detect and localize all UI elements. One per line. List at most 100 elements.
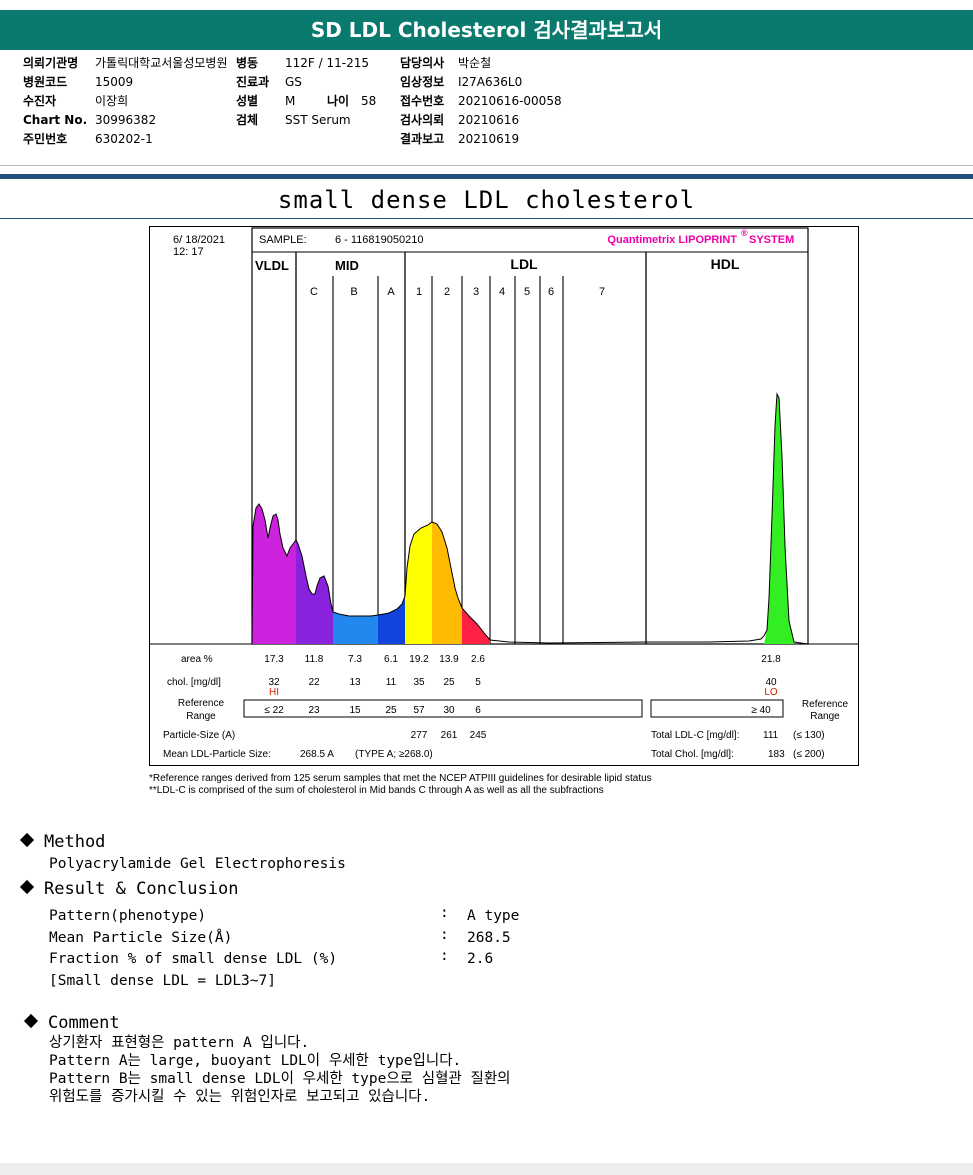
comment-line-4: 위험도를 증가시킬 수 있는 위험인자로 보고되고 있습니다. (49, 1089, 431, 1105)
sample-id: 6 - 116819050210 (335, 234, 424, 246)
ref-row-label-2: Range (186, 711, 216, 722)
report-date-value: 20210619 (458, 132, 520, 146)
chol-hdl-value: 40 (765, 677, 777, 688)
comment-heading: Comment (48, 1013, 120, 1033)
value-rows: 17.3 11.8 7.3 6.1 19.2 13.9 2.6 32 22 13 11 35 25 5 ≤ … (264, 654, 781, 741)
group-ldl: LDL (510, 256, 538, 272)
hospital-code-value: 15009 (95, 75, 134, 89)
group-vldl: VLDL (255, 258, 289, 273)
ref-hdl-value: ≥ 40 (751, 705, 771, 716)
area-value: 2.6 (471, 654, 485, 665)
method-heading: Method (44, 832, 106, 852)
result-values: A type 268.5 2.6 (467, 906, 519, 971)
department-value: GS (285, 75, 302, 89)
specimen-value: SST Serum (285, 113, 351, 127)
comment-text: 상기환자 표현형은 pattern A 입니다. Pattern A는 large… (49, 1034, 511, 1106)
sex-value: M (285, 94, 296, 108)
age-value: 58 (361, 94, 377, 108)
ref-right-label-2: Range (810, 711, 840, 722)
ref-value: 6 (475, 705, 481, 716)
brand-suffix: SYSTEM (749, 234, 794, 246)
area-value: 7.3 (348, 654, 362, 665)
chol-value: 22 (308, 677, 320, 688)
total-ldl-value: 111 (763, 730, 779, 741)
brand-name: Quantimetrix LIPOPRINT (607, 234, 737, 246)
info-col2: 병동 112F / 11-215 진료과 GS 성별 M 나이 58 검체 SST Seru… (236, 54, 376, 130)
method-text: Polyacrylamide Gel Electrophoresis (49, 856, 346, 872)
request-date-label: 검사의뢰 (400, 113, 445, 127)
specimen-label: 검체 (236, 113, 259, 127)
chart-no-value: 30996382 (95, 113, 157, 127)
lo-flag: LO (764, 687, 778, 698)
hospital-value: 가톨릭대학교서울성모병원 (95, 56, 228, 70)
band-label-5: 5 (524, 286, 530, 298)
clinical-info-value: I27A636L0 (458, 75, 523, 89)
comment-line-3: Pattern B는 small dense LDL이 우세한 type으로 심… (49, 1071, 511, 1087)
result-value-mean-size: 268.5 (467, 929, 511, 946)
footnote-1: *Reference ranges derived from 125 serum… (149, 773, 652, 784)
comment-line-2: Pattern A는 large, buoyant LDL이 우세한 type입… (49, 1053, 462, 1069)
divider-thin (0, 218, 973, 219)
info-col1: 의뢰기관명 가톨릭대학교서울성모병원 병원코드 15009 수진자 이장희 Chart… (23, 54, 227, 149)
result-heading: Result & Conclusion (44, 879, 239, 899)
particle-size-value: 261 (441, 730, 458, 741)
result-note: [Small dense LDL = LDL3~7] (49, 972, 276, 989)
peak-fill (333, 612, 378, 644)
hospital-label: 의뢰기관명 (23, 56, 79, 70)
area-hdl-value: 21.8 (761, 654, 781, 665)
hospital-code-label: 병원코드 (23, 75, 68, 89)
ref-value: 25 (385, 705, 397, 716)
band-label-6: 6 (548, 286, 554, 298)
electropherogram (251, 392, 809, 645)
method-heading-row: Method (19, 832, 106, 852)
doctor-label: 담당의사 (400, 56, 445, 70)
area-value: 6.1 (384, 654, 398, 665)
band-label-C: C (310, 286, 318, 298)
band-label-A: A (387, 286, 395, 298)
band-label-7: 7 (599, 286, 605, 298)
chol-value: 5 (475, 677, 481, 688)
ward-label: 병동 (236, 56, 259, 70)
accession-label: 접수번호 (400, 94, 445, 108)
info-col3: 담당의사 박순철 임상정보 I27A636L0 접수번호 20210616-00058… (400, 54, 562, 149)
report-date-label: 결과보고 (400, 132, 445, 146)
band-label-1: 1 (416, 286, 422, 298)
total-ldl-label: Total LDL-C [mg/dl]: (651, 730, 739, 741)
chart-no-label: Chart No. (23, 113, 88, 127)
brand-mark: ® (741, 228, 748, 238)
comment-line-1: 상기환자 표현형은 pattern A 입니다. (49, 1035, 310, 1051)
total-chol-label: Total Chol. [mg/dl]: (651, 749, 734, 760)
lipoprint-report: 6/ 18/2021 12: 17 SAMPLE: 6 - 1168190502… (149, 226, 859, 766)
report-time: 12: 17 (173, 246, 204, 258)
chol-value: 13 (349, 677, 361, 688)
ward-value: 112F / 11-215 (285, 56, 369, 70)
resident-no-label: 주민번호 (23, 132, 68, 146)
clinical-info-label: 임상정보 (400, 75, 445, 89)
diamond-bullet-icon (19, 879, 35, 895)
total-ldl-ref: (≤ 130) (793, 730, 825, 741)
ref-value: ≤ 22 (264, 705, 284, 716)
band-label-B: B (350, 286, 357, 298)
divider (0, 165, 973, 166)
section-title: small dense LDL cholesterol (277, 186, 696, 214)
result-heading-row: Result & Conclusion (19, 879, 239, 899)
total-chol-value: 183 (768, 749, 785, 760)
ref-value: 57 (413, 705, 425, 716)
chol-value: 32 (268, 677, 280, 688)
peak-fill (252, 504, 296, 644)
department-label: 진료과 (236, 75, 270, 89)
particle-size-label: Particle-Size (A) (163, 730, 235, 741)
peak-fill (432, 522, 462, 644)
page-bottom-band (0, 1163, 973, 1175)
area-row-label: area % (181, 654, 213, 665)
ref-row-label-1: Reference (178, 698, 225, 709)
request-date-value: 20210616 (458, 113, 520, 127)
result-label-pattern: Pattern(phenotype) (49, 908, 207, 924)
hi-flag: HI (269, 687, 279, 698)
ref-value: 23 (308, 705, 320, 716)
mean-size-type: (TYPE A; ≥268.0) (355, 749, 433, 760)
result-label-mean-size: Mean Particle Size(Å) (49, 929, 233, 946)
result-value-fraction: 2.6 (467, 951, 494, 967)
sample-label: SAMPLE: (259, 234, 307, 246)
comment-heading-row: Comment (23, 1013, 120, 1033)
